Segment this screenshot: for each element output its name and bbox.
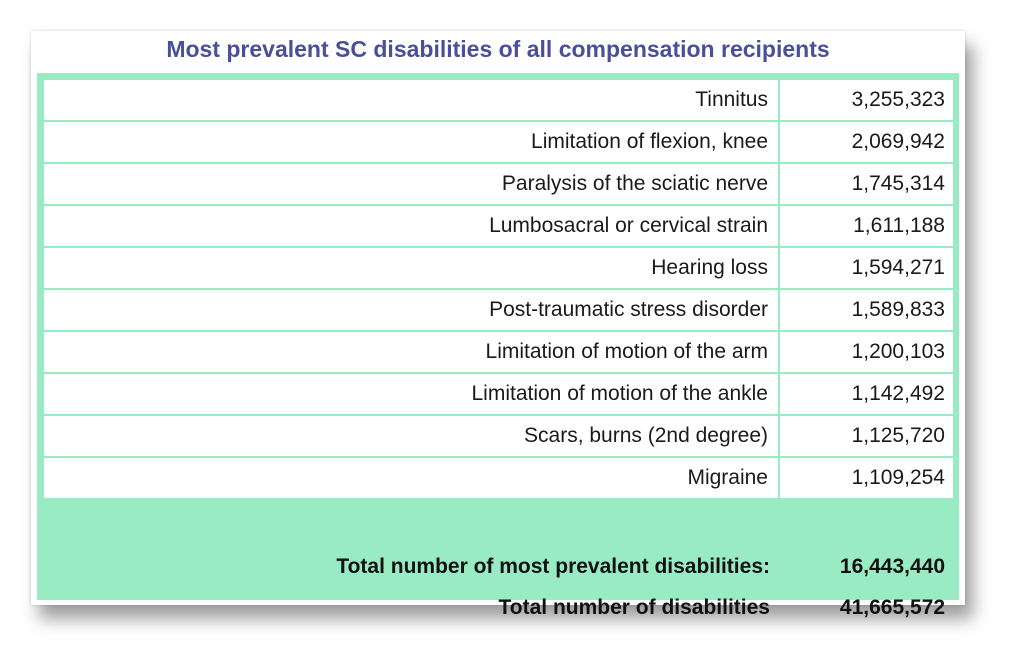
table-row: Hearing loss 1,594,271 — [44, 248, 953, 288]
row-value: 1,125,720 — [780, 416, 953, 456]
row-value: 1,200,103 — [780, 332, 953, 372]
table-row: Limitation of motion of the ankle 1,142,4… — [44, 374, 953, 414]
row-value: 1,611,188 — [780, 206, 953, 246]
disabilities-table: Tinnitus 3,255,323 Limitation of flexion, … — [37, 73, 959, 619]
row-value: 1,109,254 — [780, 458, 953, 498]
table-row: Post-traumatic stress disorder 1,589,833 — [44, 290, 953, 330]
table-card: Most prevalent SC disabilities of all co… — [31, 31, 965, 619]
table-row: Limitation of flexion, knee 2,069,942 — [44, 122, 953, 162]
table-row: Migraine 1,109,254 — [44, 458, 953, 498]
table-row: Tinnitus 3,255,323 — [44, 80, 953, 120]
row-label: Tinnitus — [44, 80, 778, 120]
total-label: Total number of disabilities — [498, 596, 770, 619]
row-label: Post-traumatic stress disorder — [44, 290, 778, 330]
table-row: Lumbosacral or cervical strain 1,611,188 — [44, 206, 953, 246]
total-value: 41,665,572 — [839, 596, 945, 619]
row-value: 1,589,833 — [780, 290, 953, 330]
row-label: Limitation of motion of the ankle — [44, 374, 778, 414]
table-row: Paralysis of the sciatic nerve 1,745,314 — [44, 164, 953, 204]
table-row: Scars, burns (2nd degree) 1,125,720 — [44, 416, 953, 456]
total-label: Total number of most prevalent disabilit… — [336, 555, 770, 578]
table-row: Limitation of motion of the arm 1,200,103 — [44, 332, 953, 372]
total-row: Total number of disabilities 41,665,572 — [44, 587, 953, 628]
row-label: Migraine — [44, 458, 778, 498]
total-row: Total number of most prevalent disabilit… — [44, 546, 953, 587]
row-value: 2,069,942 — [780, 122, 953, 162]
row-value: 1,594,271 — [780, 248, 953, 288]
row-value: 1,745,314 — [780, 164, 953, 204]
total-value: 16,443,440 — [839, 555, 945, 578]
row-label: Paralysis of the sciatic nerve — [44, 164, 778, 204]
row-label: Limitation of flexion, knee — [44, 122, 778, 162]
row-value: 1,142,492 — [780, 374, 953, 414]
table-totals: Total number of most prevalent disabilit… — [44, 546, 953, 628]
table-body: Tinnitus 3,255,323 Limitation of flexion, … — [44, 80, 953, 500]
row-label: Hearing loss — [44, 248, 778, 288]
row-label: Scars, burns (2nd degree) — [44, 416, 778, 456]
row-value: 3,255,323 — [780, 80, 953, 120]
row-label: Lumbosacral or cervical strain — [44, 206, 778, 246]
row-label: Limitation of motion of the arm — [44, 332, 778, 372]
chart-title: Most prevalent SC disabilities of all co… — [166, 36, 830, 62]
